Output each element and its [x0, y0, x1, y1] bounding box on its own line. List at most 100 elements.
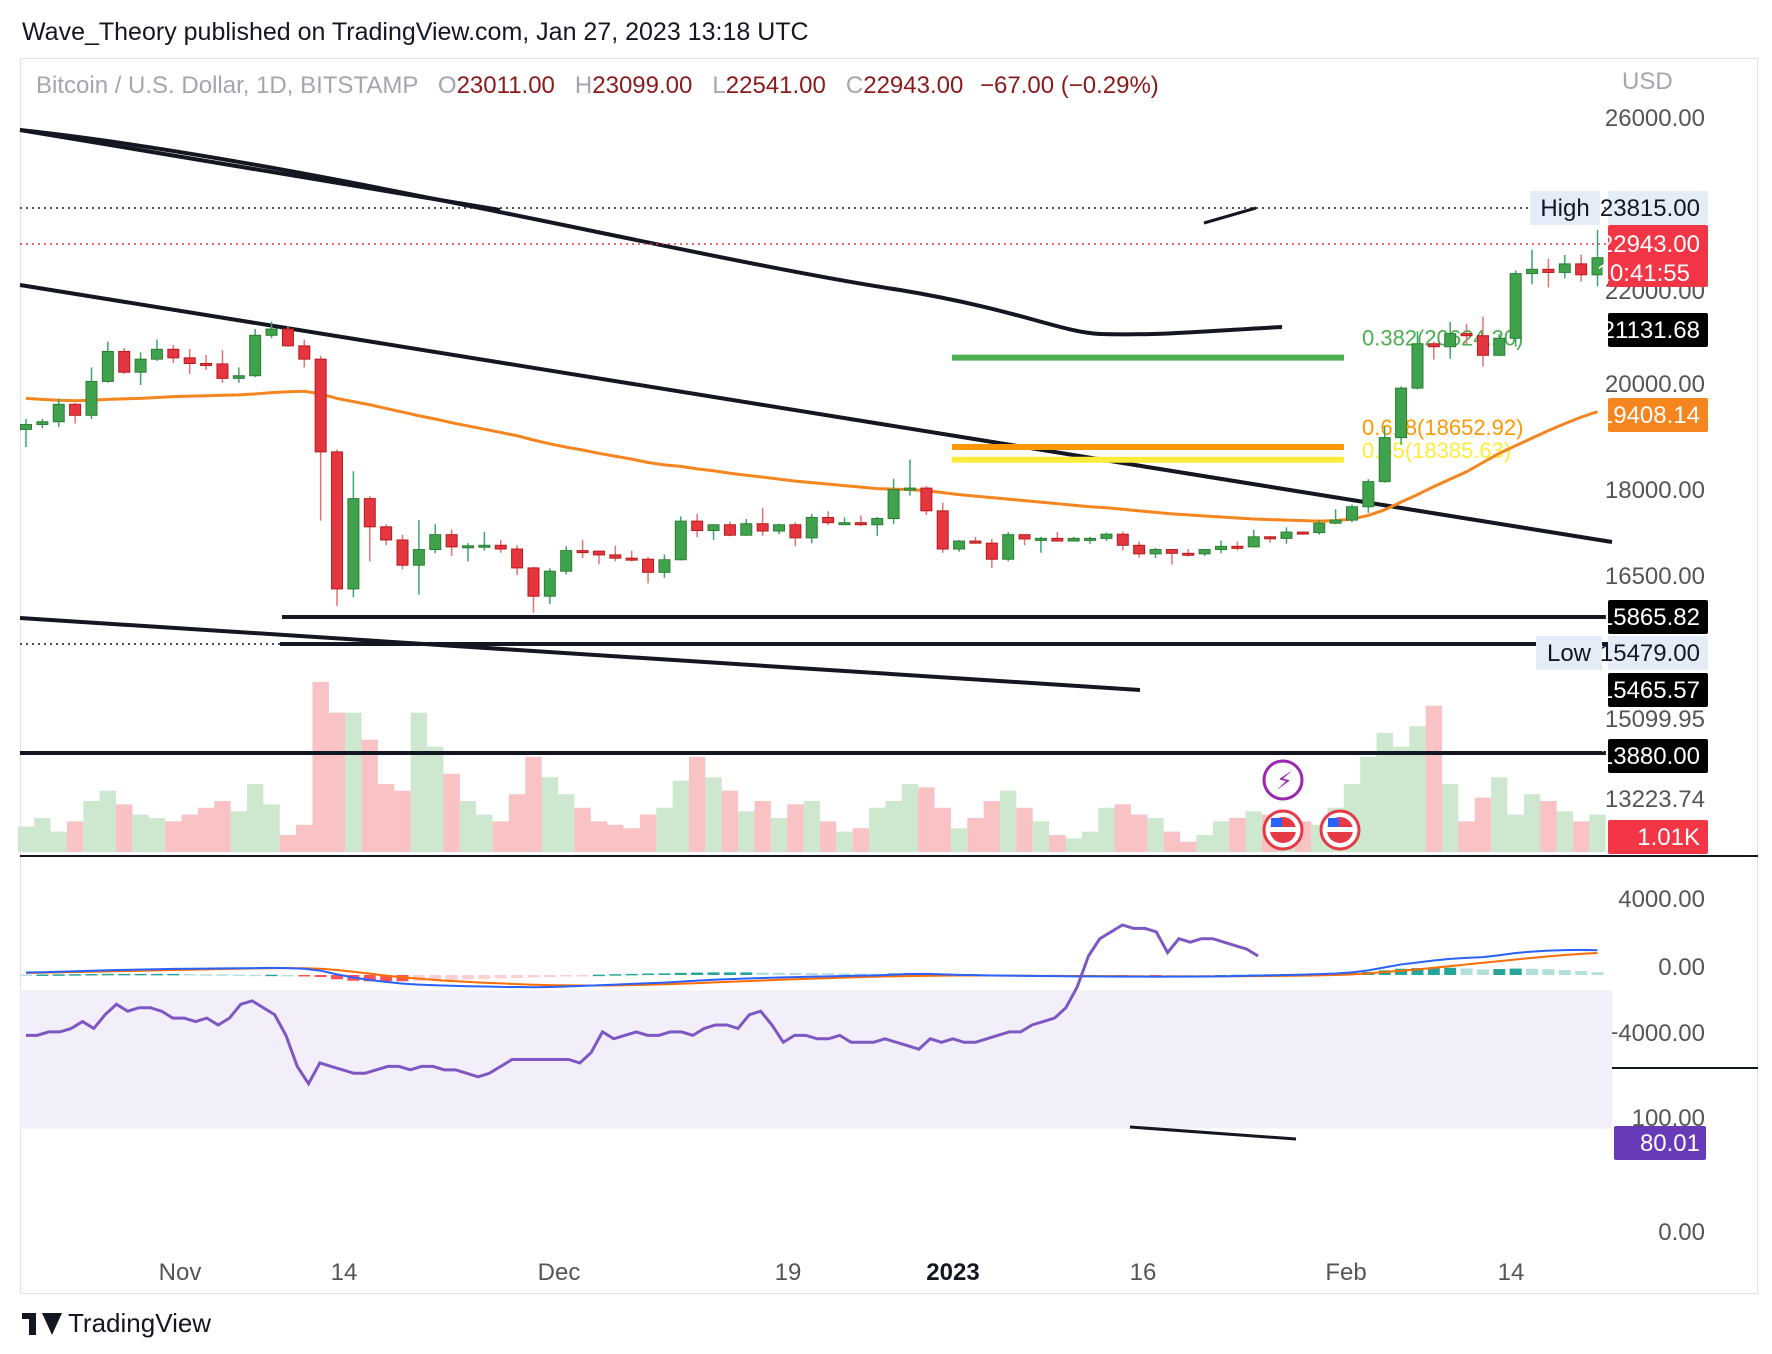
macd-histogram-bar: [445, 975, 458, 980]
price-tick-label: 26000.00: [1605, 105, 1705, 132]
candle: [740, 523, 753, 536]
macd-histogram-bar: [118, 973, 131, 976]
us-flag-event-icon: [1328, 818, 1339, 827]
candle: [560, 550, 573, 572]
candle: [1280, 531, 1293, 539]
candle: [281, 328, 294, 347]
candle: [576, 550, 589, 554]
candle: [1329, 519, 1342, 524]
macd-histogram-bar: [1493, 969, 1506, 975]
macd-histogram-bar: [773, 972, 786, 975]
x-tick-label: Nov: [159, 1259, 202, 1286]
candle: [822, 517, 835, 524]
candle: [1018, 534, 1031, 540]
macd-histogram-bar: [707, 972, 720, 975]
x-tick-label: Feb: [1325, 1259, 1366, 1286]
close-value: 22943.00: [863, 72, 964, 99]
low-label: L: [712, 72, 726, 99]
candle: [1215, 545, 1228, 551]
rsi-band: [20, 990, 1612, 1129]
macd-histogram-bar: [592, 974, 605, 977]
macd-histogram-bar: [363, 975, 376, 982]
candle: [1182, 552, 1195, 556]
symbol-name[interactable]: Bitcoin / U.S. Dollar, 1D, BITSTAMP: [36, 72, 418, 99]
candle: [1542, 268, 1555, 273]
footer-brand-text: TradingView: [68, 1308, 212, 1338]
candle: [1395, 387, 1408, 439]
macd-histogram-bar: [478, 975, 491, 979]
open-label: O: [437, 72, 457, 99]
candle: [380, 526, 393, 541]
candle: [331, 451, 344, 590]
candle: [1133, 544, 1146, 555]
high-price-tag-bg: [1608, 191, 1708, 225]
macd-histogram-bar: [625, 973, 638, 976]
price-tick-label: 13223.74: [1605, 786, 1705, 813]
candle: [953, 540, 966, 550]
tradingview-logo-icon: [22, 1312, 62, 1335]
x-tick-label: 14: [331, 1259, 358, 1286]
macd-histogram-bar: [511, 975, 524, 978]
publisher-caption: Wave_Theory published on TradingView.com…: [22, 18, 809, 46]
candle: [494, 544, 507, 550]
candle: [363, 498, 376, 528]
macd-histogram-bar: [1411, 968, 1424, 975]
candle: [1460, 333, 1473, 337]
macd-tick-label: 0.00: [1658, 954, 1705, 981]
macd-histogram-bar: [1460, 968, 1473, 975]
macd-tick-label: 4000.00: [1618, 886, 1705, 913]
candle: [1231, 545, 1244, 549]
macd-histogram-bar: [52, 974, 65, 976]
macd-histogram-bar: [183, 974, 196, 976]
macd-histogram-bar: [560, 975, 573, 977]
candle: [1509, 273, 1522, 339]
candle: [592, 550, 605, 556]
macd-histogram-bar: [101, 973, 114, 976]
rsi-value-tag-bg: [1614, 1126, 1706, 1160]
macd-tick-label: −4000.00: [1604, 1020, 1705, 1047]
candle: [429, 534, 442, 551]
macd-histogram-bar: [822, 973, 835, 975]
candle: [838, 522, 851, 526]
candle: [674, 520, 687, 561]
macd-histogram-bar: [1542, 969, 1555, 975]
macd-histogram-bar: [1526, 968, 1539, 975]
volume-up-area: [17, 712, 1606, 852]
candle: [609, 554, 622, 559]
candle: [707, 524, 720, 531]
candle: [1362, 481, 1375, 508]
close-label: C: [845, 72, 864, 99]
lightning-event-icon: [1262, 759, 1304, 801]
candle: [216, 363, 229, 379]
candle: [20, 424, 32, 430]
ema50-price-tag-bg: [1608, 398, 1708, 432]
candle: [85, 380, 98, 416]
candle: [1051, 537, 1064, 542]
currency-label[interactable]: USD: [1622, 68, 1673, 95]
candle: [265, 328, 278, 336]
candle: [1313, 522, 1326, 534]
candle: [1247, 536, 1260, 548]
macd-histogram-bar: [429, 975, 442, 981]
candle: [1149, 549, 1162, 555]
candle: [773, 524, 786, 532]
candle: [347, 498, 360, 590]
candle: [543, 570, 556, 597]
footer-brand: TradingView: [22, 1308, 211, 1339]
high-label: H: [574, 72, 593, 99]
candle: [789, 524, 802, 539]
macd-histogram-bar: [674, 972, 687, 975]
macd-histogram-bar: [1591, 972, 1604, 975]
x-tick-label: 14: [1498, 1259, 1525, 1286]
high-tag-label: High: [1540, 195, 1589, 222]
chart-frame: [20, 58, 1758, 1294]
macd-histogram-bar: [1558, 970, 1571, 975]
high-tag-bg: [1530, 191, 1600, 225]
candle: [1427, 343, 1440, 348]
candle: [1100, 533, 1113, 539]
candle: [1067, 537, 1080, 542]
rsi-tick-label: 0.00: [1658, 1219, 1705, 1246]
macd-histogram-bar: [1444, 967, 1457, 975]
candle: [1002, 534, 1015, 560]
